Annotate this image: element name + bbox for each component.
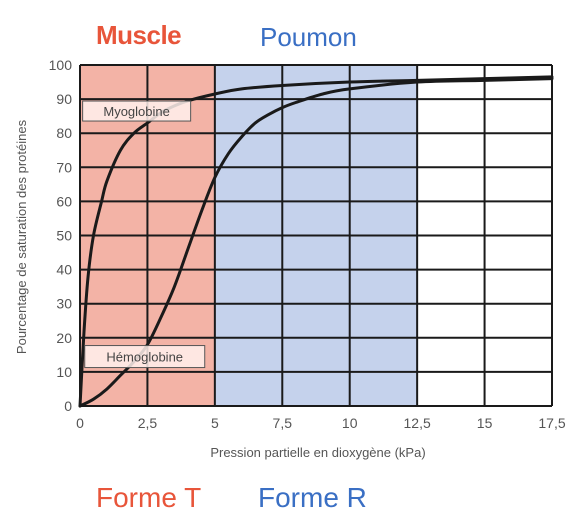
axis-ticks: 0 2,5 5 7,5 10 12,5 15 17,5 0 10 20 30 40 50 60 70 80 90 1… xyxy=(49,57,566,431)
x-tick-label: 10 xyxy=(342,415,358,431)
y-tick-label: 10 xyxy=(56,364,72,380)
myoglobine-label: Myoglobine xyxy=(103,104,170,119)
hemoglobine-label: Hémoglobine xyxy=(106,350,183,365)
x-tick-label: 12,5 xyxy=(404,415,431,431)
grid-lines xyxy=(79,64,553,407)
y-tick-label: 0 xyxy=(64,398,72,414)
x-tick-label: 15 xyxy=(477,415,493,431)
y-tick-label: 60 xyxy=(56,193,72,209)
x-tick-label: 5 xyxy=(211,415,219,431)
x-tick-label: 0 xyxy=(76,415,84,431)
y-tick-label: 40 xyxy=(56,262,72,278)
muscle-zone-label: Muscle xyxy=(96,20,182,50)
y-tick-label: 50 xyxy=(56,228,72,244)
y-tick-label: 70 xyxy=(56,159,72,175)
y-tick-label: 100 xyxy=(49,57,73,73)
x-tick-label: 2,5 xyxy=(138,415,158,431)
y-axis-label: Pourcentage de saturation des protéines xyxy=(14,119,29,354)
y-tick-label: 30 xyxy=(56,296,72,312)
forme-r-label: Forme R xyxy=(258,482,367,513)
hemoglobine-label-box xyxy=(84,345,206,369)
x-tick-label: 7,5 xyxy=(273,415,293,431)
curve-labels: Myoglobine Hémoglobine xyxy=(82,100,206,369)
y-tick-label: 20 xyxy=(56,330,72,346)
y-tick-label: 90 xyxy=(56,91,72,107)
myoglobine-label-box xyxy=(82,100,192,122)
x-tick-label: 17,5 xyxy=(538,415,565,431)
y-tick-label: 80 xyxy=(56,125,72,141)
forme-t-label: Forme T xyxy=(96,482,202,513)
x-axis-label: Pression partielle en dioxygène (kPa) xyxy=(210,445,425,460)
poumon-zone-label: Poumon xyxy=(260,22,357,52)
